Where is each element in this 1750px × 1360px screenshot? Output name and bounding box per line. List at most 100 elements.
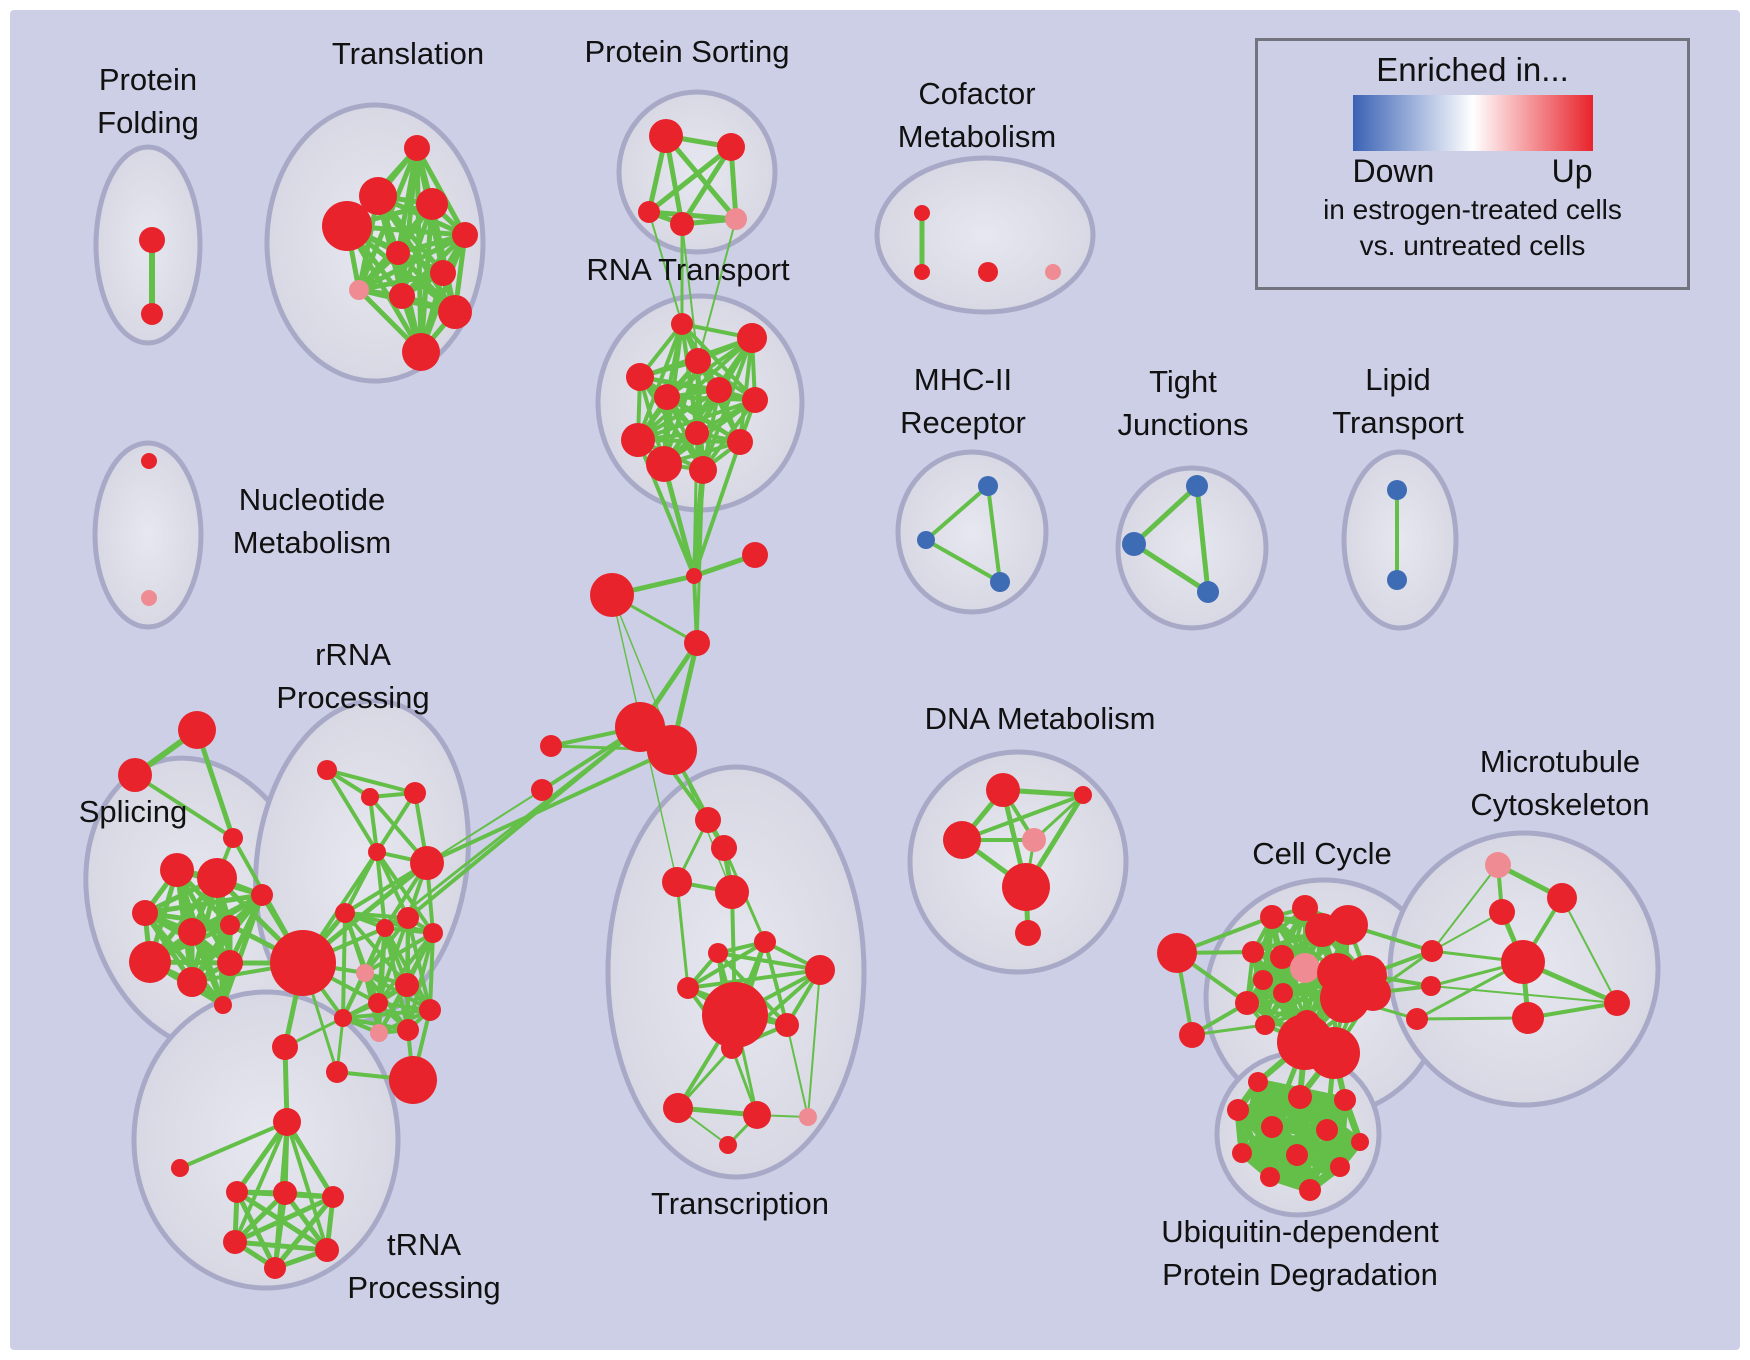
gene-set-node-r12 (689, 456, 717, 484)
gene-set-node-tr12 (743, 1101, 771, 1129)
gene-set-node-s3 (132, 900, 158, 926)
gene-set-node-u6 (1316, 1119, 1338, 1141)
cluster-label-transcription: Transcription (651, 1186, 829, 1221)
gene-set-node-c2 (590, 573, 634, 617)
gene-set-node-u7 (1351, 1133, 1369, 1151)
edge-r2-r12 (701, 337, 754, 471)
legend-caption-line1: in estrogen-treated cells (1323, 194, 1622, 225)
gene-set-node-rr16 (397, 1019, 419, 1041)
gene-set-node-c3 (742, 542, 768, 568)
cluster-label-protein-folding: Folding (97, 105, 199, 140)
gene-set-node-d1 (986, 773, 1020, 807)
cluster-label-tight-junctions: Tight (1149, 364, 1217, 399)
edge-d3-d2 (961, 793, 1084, 842)
edge-tj2-tj3 (1132, 541, 1210, 595)
gene-set-node-s2 (197, 858, 237, 898)
legend-title: Enriched in... (1376, 51, 1569, 88)
cluster-label-translation: Translation (332, 36, 484, 71)
gene-set-node-trp (799, 1108, 817, 1126)
gene-set-node-s5 (220, 915, 240, 935)
gene-set-node-MTB (1501, 940, 1545, 984)
gene-set-node-ccp (1290, 953, 1320, 983)
cluster-label-rrna-processing: rRNA (315, 637, 391, 672)
gene-set-node-ps5 (725, 208, 747, 230)
edge-ps2-ps4 (679, 145, 734, 226)
gene-set-node-Cs (223, 828, 243, 848)
edge-rr11-rr16 (406, 932, 435, 1031)
gene-set-node-s4 (178, 918, 206, 946)
gene-set-node-x3 (322, 1186, 344, 1208)
gene-set-node-HUB (270, 930, 336, 996)
gene-set-node-cc12 (1255, 1015, 1275, 1035)
gene-set-node-r6 (706, 377, 732, 403)
gene-set-node-rr6 (410, 846, 444, 880)
edge-t7-t8 (358, 270, 444, 293)
cluster-label-trna-processing: tRNA (387, 1227, 461, 1262)
edge-x3-x6 (273, 1195, 335, 1270)
gene-set-node-m3 (990, 572, 1010, 592)
gene-set-node-r11 (646, 446, 682, 482)
cluster-label-rrna-processing: Processing (276, 680, 429, 715)
gene-set-node-x2 (273, 1181, 297, 1205)
edge-r11-c1 (661, 463, 697, 577)
gene-set-node-outL (1157, 933, 1197, 973)
gene-set-node-ps2 (717, 133, 745, 161)
gene-set-node-tr11 (663, 1093, 693, 1123)
gene-set-node-cf1 (914, 205, 930, 221)
gene-set-node-u11 (1260, 1167, 1280, 1187)
gene-set-node-cc1 (1260, 905, 1284, 929)
gene-set-node-r2 (737, 323, 767, 353)
gene-set-node-h2 (647, 725, 697, 775)
gene-set-node-rr3 (404, 782, 426, 804)
gene-set-node-u8 (1232, 1143, 1252, 1163)
edge-rr1-rr3 (326, 768, 416, 795)
gene-set-node-tr8 (677, 977, 699, 999)
cluster-label-rna-transport: RNA Transport (586, 252, 790, 287)
gene-set-node-t1 (404, 135, 430, 161)
gene-set-node-tj1 (1186, 475, 1208, 497)
gene-set-node-c4 (684, 630, 710, 656)
gene-set-node-x6 (264, 1257, 286, 1279)
gene-set-node-lp2 (1387, 570, 1407, 590)
gene-set-node-u9 (1286, 1144, 1308, 1166)
gene-set-node-tr1 (695, 807, 721, 833)
gene-set-node-u1 (1248, 1072, 1268, 1092)
edge-m1-m2 (924, 484, 990, 542)
gene-set-node-rr4 (368, 843, 386, 861)
gene-set-node-L1 (540, 735, 562, 757)
gene-set-node-d2 (1074, 786, 1092, 804)
legend-gradient-bar (1352, 95, 1593, 151)
gene-set-node-lp1 (1387, 480, 1407, 500)
gene-set-node-s1 (160, 853, 194, 887)
cluster-label-cofactor-metabolism: Cofactor (918, 76, 1035, 111)
gene-set-node-d4 (1022, 828, 1046, 852)
gene-set-node-r4 (626, 363, 654, 391)
gene-set-node-tr6 (708, 943, 728, 963)
edge-tj1-tj2 (1132, 484, 1199, 546)
gene-set-node-cc9 (1253, 970, 1273, 990)
legend-box: Enriched in... Down Up in estrogen-treat… (1255, 38, 1690, 290)
edge-r7-r9 (637, 398, 756, 442)
gene-set-node-conn1 (1421, 940, 1443, 962)
cluster-label-cell-cycle: Cell Cycle (1252, 836, 1392, 871)
gene-set-node-r8 (685, 421, 709, 445)
gene-set-node-L2 (531, 779, 553, 801)
gene-set-node-r5 (654, 384, 680, 410)
gene-set-node-nm1 (141, 453, 157, 469)
gene-set-node-u10 (1330, 1157, 1350, 1177)
gene-set-node-tr13 (719, 1136, 737, 1154)
edge-rr3-rr4 (375, 791, 417, 854)
gene-set-node-ps1 (649, 119, 683, 153)
legend-up-label: Up (1551, 153, 1593, 189)
gene-set-node-mt2 (1489, 899, 1515, 925)
gene-set-node-cf4 (1045, 264, 1061, 280)
gene-set-node-t11 (402, 333, 440, 371)
edge-th-x3 (284, 1120, 336, 1199)
edge-r2-r10 (738, 337, 754, 443)
gene-set-node-cc10 (1273, 983, 1293, 1003)
gene-set-node-rb (389, 1056, 437, 1104)
cluster-label-cofactor-metabolism: Metabolism (898, 119, 1057, 154)
gene-set-node-cc11 (1235, 991, 1259, 1015)
gene-set-node-r9 (621, 423, 655, 457)
